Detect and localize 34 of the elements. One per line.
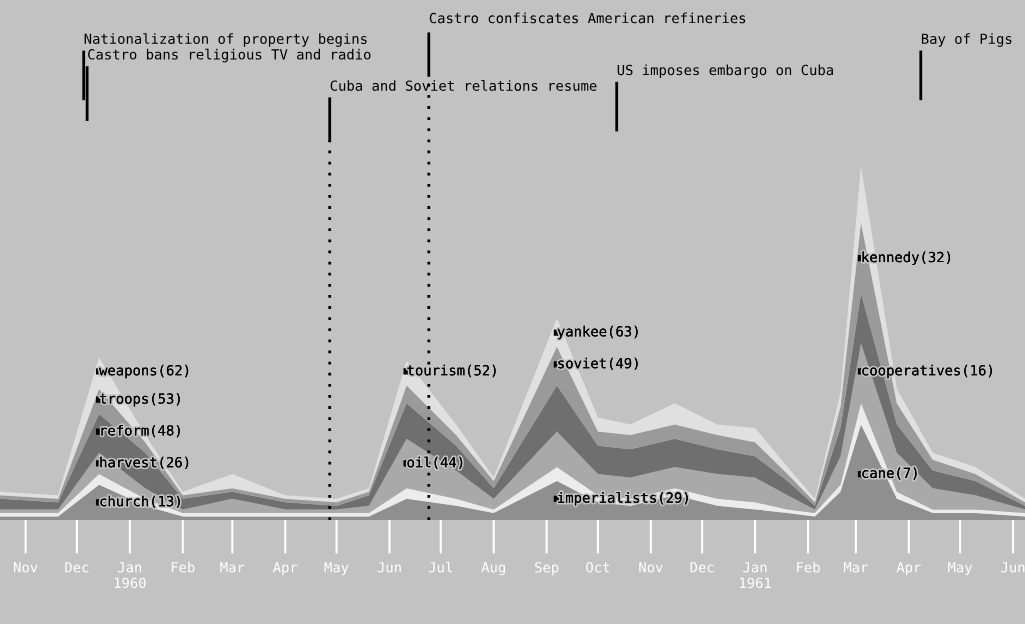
x-tick-label: Feb bbox=[797, 561, 820, 573]
x-tick-label: Jan 1960 bbox=[114, 562, 146, 589]
x-tick-label: May bbox=[948, 562, 973, 576]
x-tick-label: Aug bbox=[481, 562, 505, 576]
annotation: cooperatives(16) bbox=[862, 364, 992, 379]
x-tick-label: Jun bbox=[377, 562, 401, 573]
ref-line-label: Castro confiscates American refineries bbox=[429, 12, 746, 24]
ref-line-label: Nationalization of property begins bbox=[84, 33, 367, 47]
annotation: harvest(26) bbox=[100, 456, 189, 470]
annotation: kennedy(32) bbox=[862, 251, 951, 265]
x-tick-label: Jun bbox=[1001, 562, 1025, 573]
annotation: imperialists(29) bbox=[558, 492, 688, 506]
ref-line-label: Cuba and Soviet relations resume bbox=[330, 80, 597, 91]
ref-line-label: Bay of Pigs bbox=[921, 33, 1012, 47]
x-tick-label: Nov bbox=[14, 562, 38, 573]
x-tick-label: Jan 1961 bbox=[740, 562, 771, 589]
x-tick-label: Nov bbox=[639, 562, 663, 573]
x-tick-label: Sep bbox=[535, 561, 559, 576]
annotation: weapons(62) bbox=[99, 364, 189, 379]
annotation: oil(44) bbox=[407, 456, 463, 470]
x-tick-label: Mar bbox=[220, 562, 245, 573]
x-tick-label: Oct bbox=[586, 561, 610, 573]
x-tick-label: Mar bbox=[843, 562, 868, 573]
x-tick-label: Dec bbox=[690, 562, 714, 573]
x-tick-label: Apr bbox=[896, 562, 921, 576]
x-tick-label: Feb bbox=[171, 561, 195, 573]
x-tick-label: Dec bbox=[65, 562, 89, 573]
annotation: troops(53) bbox=[99, 393, 180, 407]
ref-line-label: US imposes embargo on Cuba bbox=[617, 64, 833, 78]
ref-line-label: Castro bans religious TV and radio bbox=[88, 48, 371, 63]
x-tick-label: May bbox=[324, 562, 349, 576]
x-tick-label: Apr bbox=[273, 562, 298, 576]
annotation: yankee(63) bbox=[557, 325, 638, 340]
x-tick-label: Jul bbox=[428, 561, 452, 573]
